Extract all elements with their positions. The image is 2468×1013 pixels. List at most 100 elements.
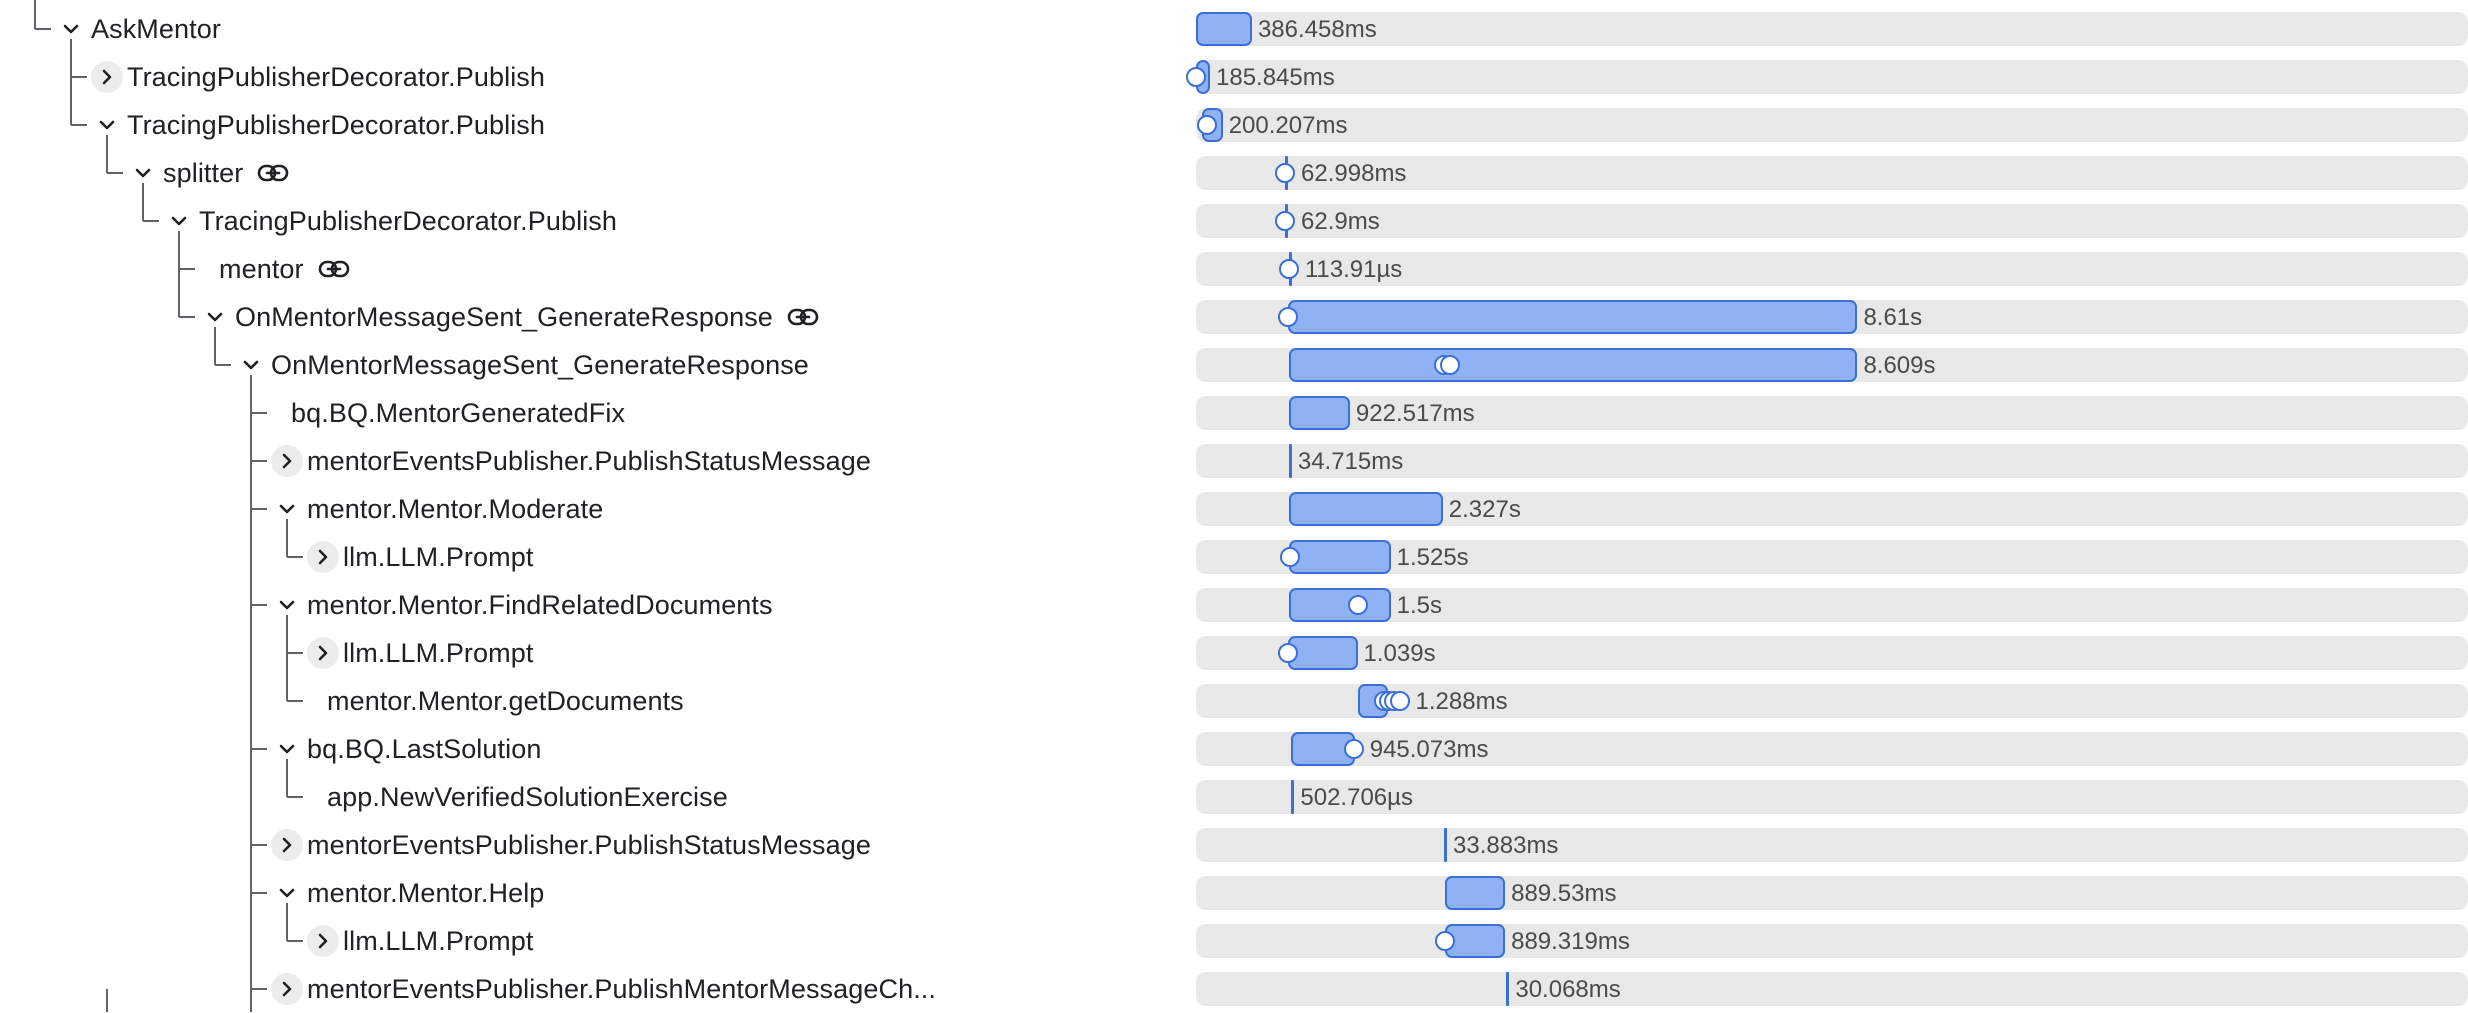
timeline-track[interactable]: 200.207ms	[1196, 108, 2468, 142]
chevron-right-icon[interactable]	[91, 61, 123, 93]
span-row[interactable]: mentor.Mentor.getDocuments	[307, 677, 684, 725]
span-row[interactable]: OnMentorMessageSent_GenerateResponse	[199, 293, 819, 341]
span-label[interactable]: mentorEventsPublisher.PublishMentorMessa…	[307, 973, 937, 1004]
span-label[interactable]: llm.LLM.Prompt	[343, 925, 534, 956]
span-row[interactable]: llm.LLM.Prompt	[307, 533, 533, 581]
span-label[interactable]: mentor.Mentor.Help	[307, 877, 545, 908]
span-row[interactable]: mentorEventsPublisher.PublishStatusMessa…	[271, 437, 871, 485]
span-row[interactable]: mentor.Mentor.Moderate	[271, 485, 603, 533]
span-row[interactable]: splitter	[127, 149, 289, 197]
timeline-track[interactable]: 30.068ms	[1196, 972, 2468, 1006]
span-row[interactable]: llm.LLM.Prompt	[307, 917, 533, 965]
event-marker[interactable]	[1197, 115, 1218, 135]
chevron-down-icon[interactable]	[235, 349, 267, 381]
span-bar[interactable]	[1288, 444, 1292, 478]
event-marker[interactable]	[1347, 595, 1368, 615]
span-row[interactable]: mentor	[199, 245, 350, 293]
event-marker[interactable]	[1278, 259, 1299, 279]
timeline-track[interactable]: 62.998ms	[1196, 156, 2468, 190]
span-label[interactable]: AskMentor	[91, 13, 221, 44]
span-bar[interactable]	[1288, 492, 1443, 526]
chevron-right-icon[interactable]	[307, 541, 339, 573]
chevron-down-icon[interactable]	[271, 493, 303, 525]
span-row[interactable]: mentor.Mentor.FindRelatedDocuments	[271, 581, 773, 629]
event-marker[interactable]	[1280, 547, 1301, 567]
timeline-track[interactable]: 922.517ms	[1196, 396, 2468, 430]
span-bar[interactable]	[1288, 396, 1350, 430]
timeline-track[interactable]: 62.9ms	[1196, 204, 2468, 238]
event-marker[interactable]	[1389, 691, 1410, 711]
chevron-down-icon[interactable]	[127, 157, 159, 189]
timeline-track[interactable]: 1.039s	[1196, 636, 2468, 670]
event-marker[interactable]	[1277, 643, 1298, 663]
timeline-track[interactable]: 502.706µs	[1196, 780, 2468, 814]
span-bar[interactable]	[1287, 636, 1358, 670]
span-label[interactable]: OnMentorMessageSent_GenerateResponse	[271, 349, 809, 380]
chevron-down-icon[interactable]	[271, 733, 303, 765]
span-row[interactable]: bq.BQ.LastSolution	[271, 725, 541, 773]
span-bar[interactable]	[1288, 540, 1391, 574]
span-bar[interactable]	[1445, 924, 1506, 958]
span-label[interactable]: app.NewVerifiedSolutionExercise	[327, 781, 728, 812]
span-row[interactable]: llm.LLM.Prompt	[307, 629, 533, 677]
timeline-track[interactable]: 1.525s	[1196, 540, 2468, 574]
span-label[interactable]: bq.BQ.LastSolution	[307, 733, 542, 764]
chevron-down-icon[interactable]	[91, 109, 123, 141]
chevron-down-icon[interactable]	[163, 205, 195, 237]
chevron-down-icon[interactable]	[271, 589, 303, 621]
chevron-right-icon[interactable]	[271, 973, 303, 1005]
chevron-right-icon[interactable]	[307, 925, 339, 957]
span-bar[interactable]	[1288, 588, 1391, 622]
span-row[interactable]: mentor.Mentor.Help	[271, 869, 544, 917]
timeline-track[interactable]: 945.073ms	[1196, 732, 2468, 766]
timeline-track[interactable]: 33.883ms	[1196, 828, 2468, 862]
span-label[interactable]: splitter	[163, 157, 244, 188]
span-bar[interactable]	[1506, 972, 1510, 1006]
span-bar[interactable]	[1287, 300, 1858, 334]
timeline-track[interactable]: 34.715ms	[1196, 444, 2468, 478]
link-icon[interactable]	[787, 307, 819, 327]
timeline-track[interactable]: 889.319ms	[1196, 924, 2468, 958]
span-label[interactable]: mentor.Mentor.Moderate	[307, 493, 604, 524]
timeline-track[interactable]: 386.458ms	[1196, 12, 2468, 46]
timeline-track[interactable]: 8.61s	[1196, 300, 2468, 334]
span-label[interactable]: OnMentorMessageSent_GenerateResponse	[235, 301, 773, 332]
span-label[interactable]: TracingPublisherDecorator.Publish	[127, 109, 546, 140]
span-label[interactable]: llm.LLM.Prompt	[343, 637, 534, 668]
event-marker[interactable]	[1343, 739, 1364, 759]
chevron-down-icon[interactable]	[199, 301, 231, 333]
event-marker[interactable]	[1186, 67, 1206, 87]
timeline-track[interactable]: 185.845ms	[1186, 60, 2468, 94]
chevron-down-icon[interactable]	[55, 13, 87, 45]
link-icon[interactable]	[257, 163, 289, 183]
chevron-down-icon[interactable]	[271, 877, 303, 909]
event-marker[interactable]	[1440, 355, 1461, 375]
span-row[interactable]: AskMentor	[55, 5, 221, 53]
span-bar[interactable]	[1288, 348, 1858, 382]
span-row[interactable]: TracingPublisherDecorator.Publish	[91, 53, 545, 101]
timeline-track[interactable]: 113.91µs	[1196, 252, 2468, 286]
event-marker[interactable]	[1435, 931, 1456, 951]
span-label[interactable]: mentor.Mentor.getDocuments	[327, 685, 684, 716]
span-bar[interactable]	[1196, 12, 1252, 46]
timeline-track[interactable]: 1.288ms	[1196, 684, 2468, 718]
span-bar[interactable]	[1291, 780, 1295, 814]
span-row[interactable]: TracingPublisherDecorator.Publish	[163, 197, 617, 245]
timeline-track[interactable]: 889.53ms	[1196, 876, 2468, 910]
span-bar[interactable]	[1444, 828, 1448, 862]
span-label[interactable]: mentor	[219, 253, 304, 284]
event-marker[interactable]	[1277, 307, 1298, 327]
span-row[interactable]: bq.BQ.MentorGeneratedFix	[271, 389, 625, 437]
timeline-track[interactable]: 8.609s	[1196, 348, 2468, 382]
span-row[interactable]: mentorEventsPublisher.PublishStatusMessa…	[271, 821, 871, 869]
span-label[interactable]: llm.LLM.Prompt	[343, 541, 534, 572]
event-marker[interactable]	[1275, 163, 1296, 183]
event-marker[interactable]	[1275, 211, 1296, 231]
chevron-right-icon[interactable]	[271, 445, 303, 477]
span-row[interactable]: OnMentorMessageSent_GenerateResponse	[235, 341, 809, 389]
span-label[interactable]: bq.BQ.MentorGeneratedFix	[291, 397, 626, 428]
link-icon[interactable]	[318, 259, 350, 279]
span-label[interactable]: TracingPublisherDecorator.Publish	[127, 61, 546, 92]
span-label[interactable]: mentorEventsPublisher.PublishStatusMessa…	[307, 445, 872, 476]
span-row[interactable]: app.NewVerifiedSolutionExercise	[307, 773, 728, 821]
